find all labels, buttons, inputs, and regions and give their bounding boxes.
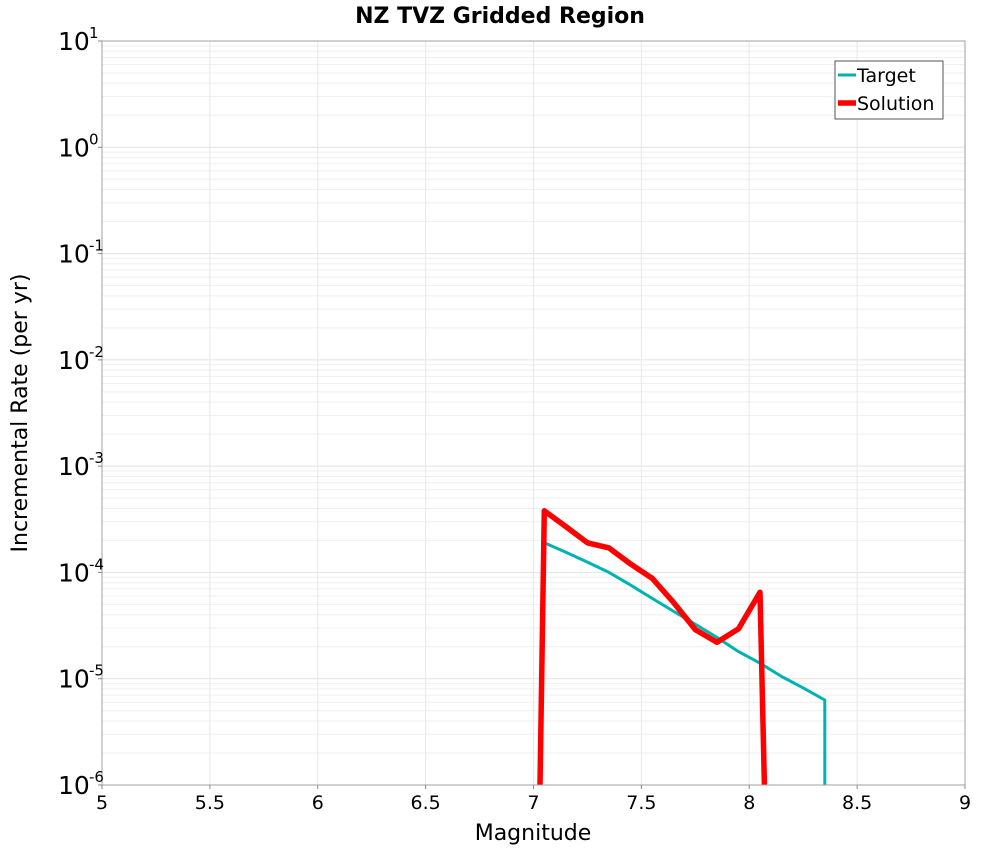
x-tick-label: 6.5 — [411, 792, 441, 814]
y-tick-exponent: -2 — [89, 343, 104, 361]
x-tick-label: 7 — [527, 792, 539, 814]
y-tick-exponent: -3 — [89, 449, 104, 467]
y-tick-label: 10 — [58, 452, 90, 481]
series-line-target — [543, 541, 827, 785]
y-tick-label: 10 — [58, 665, 90, 694]
y-tick-exponent: 1 — [89, 24, 99, 42]
x-tick-label: 5 — [96, 792, 108, 814]
y-tick-label: 10 — [58, 558, 90, 587]
x-tick-label: 5.5 — [195, 792, 225, 814]
y-tick-exponent: -4 — [89, 555, 104, 573]
series-layer — [537, 508, 827, 786]
chart-title: NZ TVZ Gridded Region — [355, 4, 645, 29]
legend-label-target: Target — [856, 65, 916, 87]
y-tick-exponent: 0 — [89, 130, 99, 148]
series-line-solution — [537, 508, 768, 786]
x-axis-ticks: 5 5.5 6 6.5 7 7.5 8 8.5 9 — [96, 785, 971, 814]
grid — [102, 41, 965, 786]
y-tick-label: 10 — [58, 27, 90, 56]
y-tick-label: 10 — [58, 133, 90, 162]
y-tick-exponent: -6 — [89, 768, 104, 786]
x-tick-label: 6 — [312, 792, 324, 814]
x-tick-label: 8 — [743, 792, 755, 814]
y-tick-label: 10 — [58, 346, 90, 375]
y-tick-label: 10 — [58, 771, 90, 800]
x-axis-label: Magnitude — [475, 821, 592, 846]
y-axis-label: Incremental Rate (per yr) — [8, 274, 33, 553]
legend: Target Solution — [834, 60, 944, 120]
y-tick-exponent: -1 — [89, 237, 104, 255]
legend-label-solution: Solution — [857, 93, 934, 115]
x-tick-label: 8.5 — [842, 792, 872, 814]
y-tick-exponent: -5 — [89, 662, 104, 680]
x-tick-label: 7.5 — [626, 792, 656, 814]
y-tick-label: 10 — [58, 240, 90, 269]
legend-box — [834, 60, 944, 120]
x-tick-label: 9 — [959, 792, 971, 814]
